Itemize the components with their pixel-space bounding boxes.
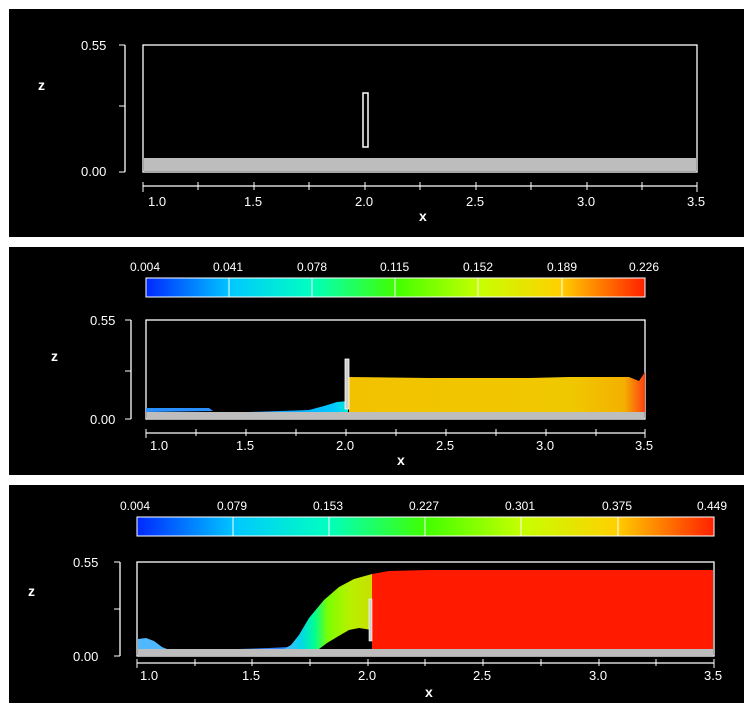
- x-tick-label: 3.0: [589, 668, 607, 683]
- x-tick-label: 2.0: [336, 438, 354, 453]
- x-tick-label: 1.5: [242, 668, 260, 683]
- x-tick-label: 1.0: [150, 438, 168, 453]
- colorbar-label: 0.004: [130, 260, 160, 274]
- reservoir-water: [349, 372, 645, 412]
- colorbar-label: 0.227: [409, 499, 439, 513]
- colorbar-label: 0.041: [213, 260, 243, 274]
- x-tick-label: 2.5: [466, 194, 484, 209]
- x-tick-label: 1.5: [236, 438, 254, 453]
- colorbar-label: 0.152: [463, 260, 493, 274]
- z-axis-label: z: [51, 348, 58, 364]
- x-tick-label: 2.0: [358, 668, 376, 683]
- panel-late: 0.004 0.079 0.153 0.227 0.301 0.375 0.44…: [9, 485, 744, 703]
- colorbar-label: 0.078: [297, 260, 327, 274]
- z-top-label: 0.55: [81, 38, 106, 53]
- x-axis-label: x: [419, 208, 427, 224]
- plot-initial: 0.55 0.00 z 1.0 1.5 2.0 2.5 3.0 3.5 x: [38, 38, 705, 224]
- x-tick-label: 3.5: [704, 668, 722, 683]
- channel-bed: [144, 158, 696, 171]
- colorbar-label: 0.375: [602, 499, 632, 513]
- colorbar-label: 0.449: [697, 499, 727, 513]
- x-axis-label: x: [397, 452, 405, 468]
- colorbar-label: 0.115: [380, 260, 409, 274]
- z-bottom-label: 0.00: [73, 649, 98, 664]
- x-tick-label: 3.5: [687, 194, 705, 209]
- channel-bed: [147, 412, 644, 419]
- x-tick-label: 2.5: [436, 438, 454, 453]
- x-tick-label: 2.0: [355, 194, 373, 209]
- plot-late: 0.004 0.079 0.153 0.227 0.301 0.375 0.44…: [28, 499, 727, 700]
- gate-plate: [362, 92, 369, 148]
- x-tick-label: 1.0: [140, 668, 158, 683]
- downstream-film: [239, 647, 291, 649]
- wave-front: [284, 574, 372, 649]
- z-bottom-label: 0.00: [81, 164, 106, 179]
- colorbar-label: 0.004: [120, 499, 150, 513]
- panel-early: 0.004 0.041 0.078 0.115 0.152 0.189 0.22…: [9, 247, 744, 475]
- colorbar-label: 0.153: [313, 499, 343, 513]
- z-axis-label: z: [28, 583, 35, 599]
- domain-box: [142, 44, 698, 173]
- z-bottom-label: 0.00: [90, 412, 115, 427]
- downstream-water: [249, 401, 348, 412]
- air-cavity: [329, 631, 371, 645]
- x-tick-label: 2.5: [473, 668, 491, 683]
- z-top-label: 0.55: [73, 555, 98, 570]
- x-axis-label: x: [425, 684, 433, 700]
- x-tick-label: 3.5: [635, 438, 653, 453]
- x-tick-label: 3.0: [536, 438, 554, 453]
- plot-early: 0.004 0.041 0.078 0.115 0.152 0.189 0.22…: [51, 260, 659, 468]
- x-tick-label: 1.5: [244, 194, 262, 209]
- left-water-layer: [146, 408, 213, 412]
- gate-plate: [368, 598, 373, 642]
- x-tick-label: 1.0: [148, 194, 166, 209]
- z-axis-label: z: [38, 77, 45, 93]
- colorbar-label: 0.226: [629, 260, 659, 274]
- x-tick-label: 3.0: [577, 194, 595, 209]
- colorbar-label: 0.079: [217, 499, 247, 513]
- channel-bed: [138, 649, 713, 656]
- gate-plate: [344, 358, 350, 410]
- colorbar-label: 0.301: [505, 499, 535, 513]
- left-water-layer: [138, 638, 167, 649]
- z-top-label: 0.55: [90, 313, 115, 328]
- reservoir-water: [372, 570, 713, 649]
- colorbar-label: 0.189: [547, 260, 577, 274]
- panel-initial: 0.55 0.00 z 1.0 1.5 2.0 2.5 3.0 3.5 x: [9, 9, 744, 237]
